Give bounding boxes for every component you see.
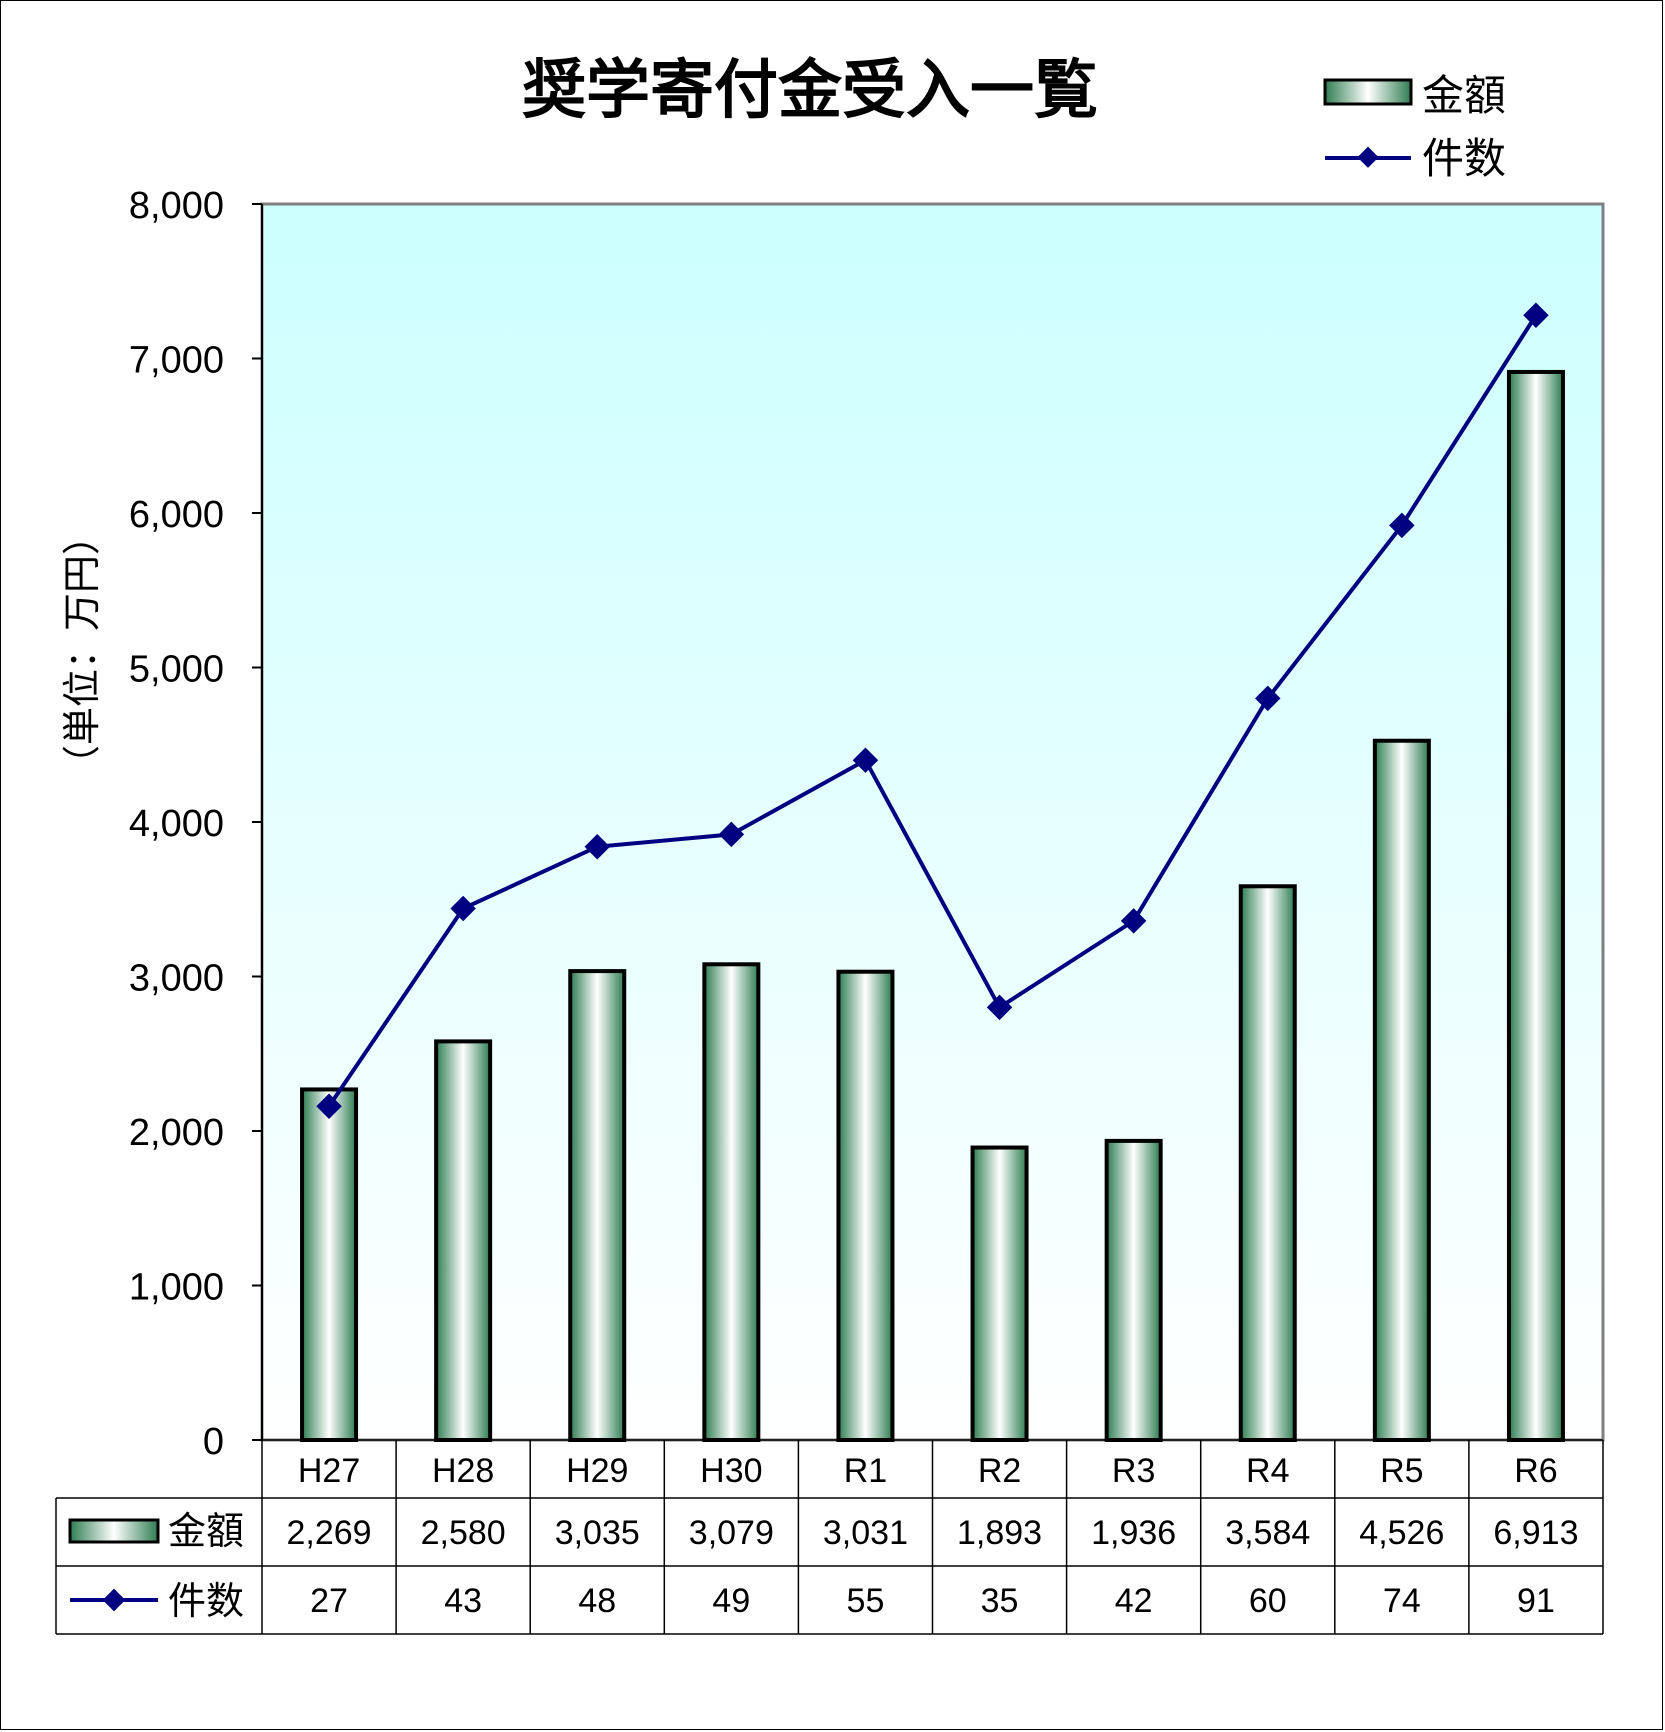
bar-R2 — [970, 1145, 1029, 1442]
amount-cell: 3,584 — [1225, 1514, 1310, 1552]
category-label: H30 — [700, 1452, 762, 1490]
amount-cell: 6,913 — [1493, 1514, 1578, 1552]
count-cell: 35 — [981, 1582, 1019, 1620]
count-cell: 48 — [578, 1582, 616, 1620]
count-line — [327, 314, 1538, 1108]
count-marker-H28 — [450, 895, 476, 922]
y-tick-label: 5,000 — [129, 649, 224, 691]
count-cell: 74 — [1383, 1582, 1421, 1620]
category-label: H27 — [298, 1452, 360, 1490]
amount-cell: 3,079 — [689, 1514, 774, 1552]
chart-title: 奨学寄付金受入一覧 — [522, 54, 1098, 128]
count-cell: 60 — [1249, 1582, 1287, 1620]
amount-cell: 2,269 — [287, 1514, 372, 1552]
bar-H30 — [702, 962, 761, 1442]
bar-R5 — [1372, 738, 1431, 1442]
bar-R3 — [1104, 1138, 1163, 1442]
legend-line-label: 件数 — [1422, 134, 1506, 183]
count-cell: 55 — [847, 1582, 885, 1620]
amount-cell: 3,031 — [823, 1514, 908, 1552]
y-tick-label: 0 — [203, 1421, 224, 1463]
y-tick-label: 2,000 — [129, 1112, 224, 1154]
table-bar-swatch — [68, 1518, 160, 1544]
bar-H27 — [300, 1087, 359, 1442]
y-tick-label: 4,000 — [129, 803, 224, 845]
table-line-marker — [102, 1588, 126, 1612]
legend-bar-swatch — [1323, 78, 1413, 106]
bar-R6 — [1506, 369, 1565, 1442]
count-cell: 91 — [1517, 1582, 1555, 1620]
count-marker-H29 — [584, 833, 610, 860]
category-label: R2 — [978, 1452, 1021, 1490]
amount-cell: 1,893 — [957, 1514, 1042, 1552]
table-count-header: 件数 — [168, 1579, 244, 1623]
category-label: H29 — [566, 1452, 628, 1490]
table-amount-header: 金額 — [168, 1509, 244, 1553]
y-tick-label: 1,000 — [129, 1267, 224, 1309]
category-label: H28 — [432, 1452, 494, 1490]
data-table: H27 2,269 27 H28 2,580 43 H29 3,035 48 H30 3,079 49… — [55, 1439, 1604, 1635]
category-label: R3 — [1112, 1452, 1155, 1490]
legend-line-marker — [1357, 146, 1379, 168]
legend: 金額 件数 — [1323, 71, 1506, 183]
y-tick-label: 6,000 — [129, 494, 224, 536]
count-cell: 42 — [1115, 1582, 1153, 1620]
count-cell: 27 — [310, 1582, 348, 1620]
category-label: R6 — [1514, 1452, 1557, 1490]
count-marker-H30 — [718, 821, 745, 848]
bar-R1 — [836, 969, 895, 1442]
count-marker-R1 — [852, 747, 879, 773]
amount-cell: 1,936 — [1091, 1514, 1176, 1552]
y-tick-label: 8,000 — [129, 185, 224, 227]
amount-cell: 2,580 — [421, 1514, 506, 1552]
count-cell: 43 — [444, 1582, 482, 1620]
bar-H29 — [568, 969, 627, 1443]
category-label: R4 — [1246, 1452, 1289, 1490]
amount-cell: 4,526 — [1359, 1514, 1444, 1552]
bar-H28 — [434, 1039, 493, 1442]
y-tick-label: 3,000 — [129, 958, 224, 1000]
count-cell: 49 — [712, 1582, 750, 1620]
amount-cell: 3,035 — [555, 1514, 640, 1552]
bar-series — [300, 369, 1565, 1443]
y-axis-label: （単位：万円） — [60, 517, 104, 783]
count-marker-R2 — [986, 994, 1013, 1021]
y-tick-label: 7,000 — [129, 340, 224, 382]
category-label: R5 — [1380, 1452, 1423, 1490]
category-label: R1 — [844, 1452, 887, 1490]
bar-R4 — [1238, 884, 1297, 1442]
y-axis: 0 1,000 2,000 3,000 4,000 5,000 6,000 7,000 8,00… — [129, 185, 263, 1463]
legend-bar-label: 金額 — [1422, 71, 1506, 120]
